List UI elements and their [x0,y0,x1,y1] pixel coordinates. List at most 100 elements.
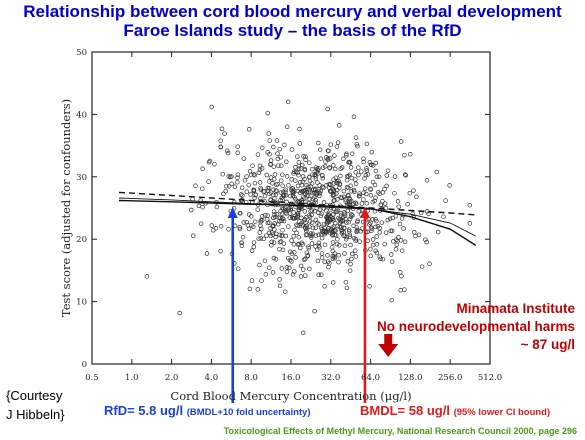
data-point [306,246,312,251]
data-point [354,141,360,147]
data-point [244,174,249,179]
data-point [287,211,293,216]
data-point [390,215,396,221]
data-point [301,257,307,263]
data-point [287,265,292,271]
data-point [348,183,353,189]
data-point [319,251,325,256]
fit-curve-solid [118,199,477,246]
data-point [298,263,304,269]
data-point [226,227,231,232]
data-point [240,234,246,240]
data-point [282,142,287,148]
data-point [408,152,413,157]
data-point [327,156,333,161]
data-point [382,241,388,247]
data-point [312,172,318,177]
data-point [314,165,319,170]
data-point [279,218,284,223]
data-point [291,242,297,247]
data-point [361,197,366,202]
data-point [272,172,278,177]
data-point [284,159,289,165]
data-point [361,159,366,165]
data-point [306,244,311,249]
data-point [403,173,409,178]
data-point [309,220,315,225]
data-point [292,227,297,233]
courtesy-note: {Courtesy J Hibbeln} [6,386,65,424]
data-point [218,248,223,254]
data-point [298,274,304,279]
data-point [368,253,373,259]
data-point [384,183,389,189]
data-point [341,233,346,238]
data-point [349,189,354,194]
data-point [281,218,287,224]
y-axis-label: Test score (adjusted for confounders) [59,99,73,317]
data-point [447,183,452,188]
data-point [283,189,288,195]
data-point [312,190,317,195]
data-point [346,229,352,234]
data-point [380,198,385,204]
data-point [326,219,332,225]
data-point [271,176,277,182]
data-point [298,221,304,227]
data-point [275,181,280,187]
data-point [370,242,376,248]
data-point [312,208,318,214]
data-point [238,211,243,216]
data-point [237,226,243,232]
data-point [379,220,385,225]
data-point [338,211,344,216]
data-point [262,193,268,199]
data-point [326,226,331,231]
x-tick-label: 8.0 [244,373,258,383]
data-point [361,156,366,161]
data-point [299,215,304,221]
x-tick-label: 256.0 [438,373,462,383]
data-point [278,190,284,195]
data-point [374,242,380,247]
data-point [346,227,352,233]
y-tick-label: 40 [76,110,87,120]
data-point [293,255,298,260]
data-point [258,218,264,223]
data-point [368,220,373,226]
data-point [240,193,245,198]
data-point [281,241,287,246]
data-point [241,220,247,225]
data-point [343,197,348,202]
data-point [339,219,344,224]
data-point [303,215,309,220]
data-point [392,190,397,196]
data-point [344,220,349,225]
data-point [206,179,211,184]
data-point [352,189,357,194]
data-point [275,151,280,156]
data-point [284,124,290,130]
y-tick-label: 30 [76,173,87,183]
data-point [268,225,273,231]
data-point [306,184,311,190]
slide-title-line1: Relationship between cord blood mercury … [23,2,562,21]
data-point [300,174,306,179]
data-point [402,172,408,177]
data-point [441,214,446,219]
data-point [355,143,360,149]
data-point [261,189,266,194]
data-point [275,156,281,162]
data-point [334,179,340,184]
data-point [374,174,380,180]
data-point [423,237,428,242]
data-point [252,219,258,224]
data-point [331,163,336,168]
data-point [279,266,285,271]
data-point [342,251,347,256]
data-point [327,185,332,191]
data-point [294,222,299,228]
data-point [242,177,248,183]
data-point [346,185,351,191]
data-point [283,210,288,215]
